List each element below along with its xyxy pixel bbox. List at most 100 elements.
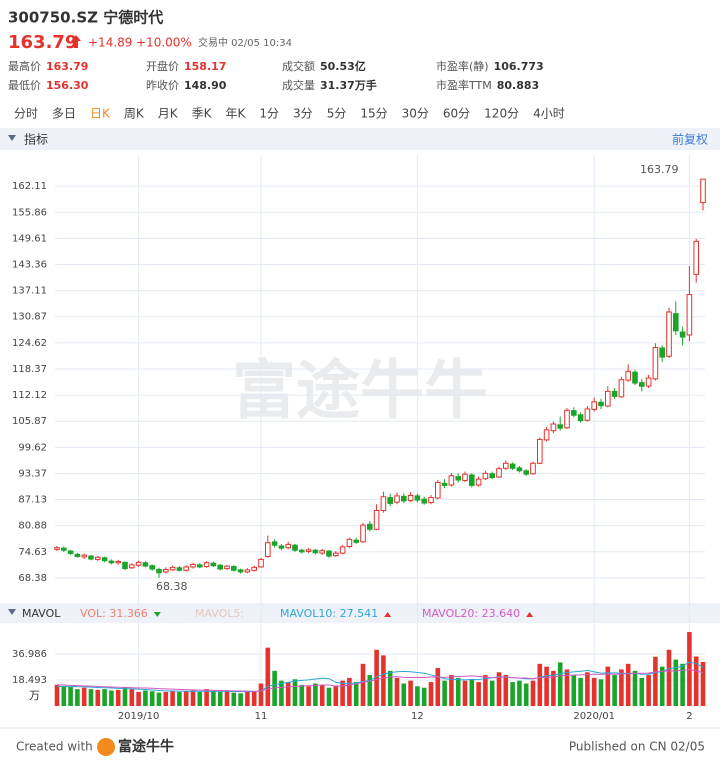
tab[interactable]: 1分: [259, 107, 279, 121]
tab[interactable]: 月K: [158, 107, 179, 121]
tab[interactable]: 4小时: [533, 107, 565, 121]
volume-bar: [551, 670, 556, 706]
volume-bar: [469, 679, 475, 706]
x-tick-label: 12: [411, 711, 424, 722]
tab[interactable]: 15分: [360, 107, 387, 121]
legend-trend: [526, 612, 534, 617]
volume-label: MAVOL: [22, 607, 61, 620]
candle-body: [673, 313, 679, 332]
x-tick-label: 11: [255, 711, 268, 722]
candle-body: [482, 472, 489, 480]
candle-body: [292, 544, 298, 551]
candle-body: [441, 482, 448, 486]
candle-body: [550, 423, 557, 432]
volume-bar: [700, 661, 706, 706]
tab[interactable]: 周K: [124, 107, 145, 121]
volume-bar: [483, 675, 488, 706]
volume-bar: [102, 689, 107, 706]
collapse-icon[interactable]: [8, 135, 16, 141]
candle-body: [339, 546, 346, 554]
adjust-label[interactable]: 前复权: [672, 132, 708, 147]
volume-bar: [285, 682, 291, 706]
candle-body: [312, 549, 319, 554]
legend-trend: [153, 612, 161, 617]
y-tick-label: 137.11: [12, 286, 47, 297]
y-tick-label: 99.62: [18, 442, 47, 453]
mavol-line: [57, 661, 704, 693]
candle-body: [475, 478, 482, 486]
volume-bar: [299, 684, 305, 706]
candle-body: [700, 178, 706, 204]
y-tick-label: 93.37: [18, 468, 47, 479]
volume-bar: [122, 687, 128, 706]
candle-body: [61, 547, 67, 551]
tab[interactable]: 日K: [90, 107, 111, 121]
y-tick-label: 68.38: [18, 573, 47, 584]
candle-body: [421, 498, 427, 504]
volume-bar: [625, 663, 631, 706]
volume-bar: [544, 666, 549, 706]
candle-body: [584, 408, 591, 421]
tab[interactable]: 5分: [327, 107, 347, 121]
collapse-icon[interactable]: [8, 609, 16, 615]
candle-body: [679, 331, 686, 338]
tab[interactable]: 3分: [293, 107, 313, 121]
candle-body: [503, 462, 509, 469]
candle-body: [319, 550, 325, 554]
candle-body: [639, 382, 645, 387]
y-tick-label: 118.37: [12, 364, 47, 375]
legend-entry: MAVOL10: 27.541: [280, 607, 378, 620]
change: +14.89: [88, 36, 132, 50]
volume-bar: [381, 655, 386, 706]
tab[interactable]: 60分: [443, 107, 470, 121]
volume-bar: [455, 677, 461, 706]
tab[interactable]: 120分: [484, 107, 519, 121]
y-tick-label: 155.86: [12, 207, 47, 218]
volume-bar: [489, 680, 495, 706]
y-tick-label: 18.493: [12, 675, 47, 686]
quote-label: 市盈率TTM: [436, 78, 492, 92]
candle-body: [271, 541, 278, 546]
candle-body: [489, 473, 495, 478]
tab[interactable]: 年K: [226, 107, 247, 121]
volume-bar: [272, 670, 277, 706]
volume-bar: [306, 686, 311, 706]
volume-bar: [279, 680, 284, 706]
candle-body: [496, 468, 502, 478]
y-tick-label: 105.87: [12, 416, 47, 427]
volume-bar: [95, 689, 101, 706]
indicator-label[interactable]: 指标: [24, 132, 48, 147]
quote-label: 成交量: [282, 78, 315, 92]
mavol-line: [56, 669, 704, 692]
volume-bar: [415, 686, 420, 706]
volume-bar: [81, 687, 87, 706]
candle-body: [231, 566, 237, 571]
tab[interactable]: 多日: [52, 107, 76, 121]
volume-bar: [557, 662, 563, 706]
volume-bar: [353, 682, 359, 706]
candle-body: [149, 565, 155, 570]
candle-body: [611, 390, 618, 397]
volume-bar: [136, 691, 141, 706]
candle-body: [299, 549, 305, 553]
volume-bar: [428, 682, 434, 706]
volume-bar: [163, 691, 169, 706]
volume-bar: [143, 690, 148, 706]
quote-value: 156.30: [46, 79, 89, 92]
legend-entry: VOL: 31.366: [80, 607, 148, 620]
candle-body: [251, 566, 257, 571]
volume-bar: [571, 675, 577, 706]
candle-body: [67, 550, 74, 555]
tab[interactable]: 季K: [192, 107, 213, 121]
candle-body: [217, 564, 223, 570]
volume-bar: [673, 659, 679, 706]
volume-bar: [653, 656, 658, 706]
candle-body: [380, 496, 387, 512]
candle-body: [156, 568, 162, 574]
tab[interactable]: 30分: [402, 107, 429, 121]
tab[interactable]: 分时: [14, 107, 38, 121]
quote-value: 106.773: [494, 60, 544, 73]
volume-bar: [646, 675, 651, 706]
volume-bar: [115, 689, 121, 706]
